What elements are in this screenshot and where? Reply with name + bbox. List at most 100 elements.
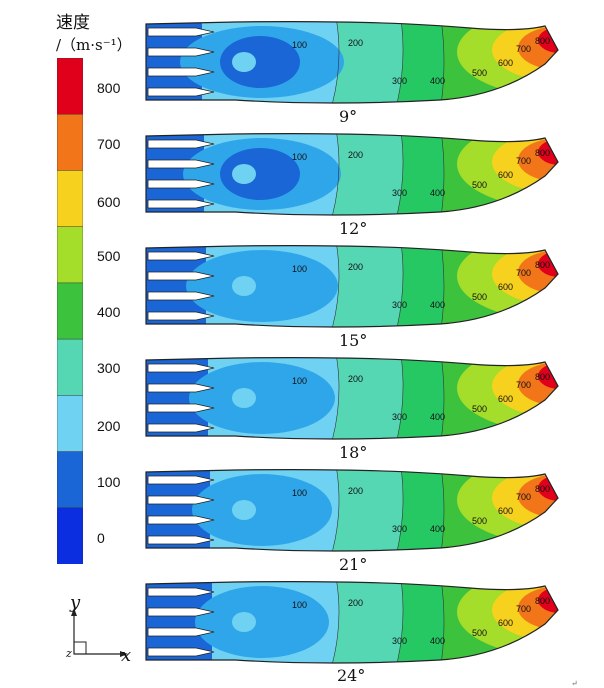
injector-strut [147, 199, 215, 209]
angle-label-15: 15° [339, 331, 368, 350]
injector-strut [147, 87, 215, 97]
contour-label: 400 [430, 188, 445, 198]
contour-label: 700 [516, 604, 531, 614]
injector-strut [147, 291, 215, 301]
nozzle-outline [145, 133, 559, 216]
contour-label: 300 [392, 524, 407, 534]
contour-label: 800 [535, 260, 550, 270]
contour-label: 600 [498, 282, 513, 292]
core-island [232, 276, 256, 296]
contour-label: 500 [472, 628, 487, 638]
contour-label: 500 [472, 516, 487, 526]
contour-label: 200 [348, 486, 363, 496]
contour-label: 400 [430, 636, 445, 646]
contour-label: 100 [292, 488, 307, 498]
contour-label: 200 [348, 150, 363, 160]
injector-strut [147, 363, 215, 373]
recirculation-core [220, 36, 300, 88]
nozzle-outline [145, 581, 559, 664]
contour-label: 100 [292, 264, 307, 274]
contour-label: 200 [348, 38, 363, 48]
contour-label: 500 [472, 180, 487, 190]
axis-label-y: y [70, 592, 81, 613]
injector-strut [147, 27, 215, 37]
injector-strut [147, 271, 215, 281]
contour-label: 700 [516, 44, 531, 54]
legend-tick-500: 500 [97, 248, 121, 264]
contour-label: 300 [392, 300, 407, 310]
nozzle-panel [146, 357, 558, 439]
injector-strut [147, 47, 215, 57]
contour-label: 600 [498, 58, 513, 68]
contour-label: 800 [535, 484, 550, 494]
injector-strut [147, 535, 215, 545]
core-island [232, 52, 256, 72]
contour-label: 100 [292, 600, 307, 610]
contour-line [329, 245, 340, 327]
nozzle-panel [146, 245, 558, 327]
recirculation-zone [192, 474, 332, 546]
contour-label: 800 [535, 596, 550, 606]
contour-label: 600 [498, 618, 513, 628]
nozzle-panel [146, 581, 558, 663]
injector-strut [147, 139, 215, 149]
injector-strut [147, 311, 215, 321]
contour-label: 300 [392, 636, 407, 646]
color-legend-bar [57, 58, 83, 564]
band-700 [492, 133, 558, 194]
contour-label: 600 [498, 170, 513, 180]
contour-label: 300 [392, 412, 407, 422]
legend-tick-300: 300 [97, 360, 121, 376]
band-700 [492, 21, 558, 82]
recirculation-zone [195, 586, 329, 658]
contour-label: 100 [292, 152, 307, 162]
contour-label: 800 [535, 372, 550, 382]
contour-label: 500 [472, 404, 487, 414]
injector-strut [147, 179, 215, 189]
contour-line [329, 581, 340, 663]
contour-label: 600 [498, 506, 513, 516]
contour-label: 600 [498, 394, 513, 404]
angle-label-12: 12° [339, 219, 368, 238]
contour-line [329, 469, 340, 551]
injector-strut [147, 587, 215, 597]
contour-label: 800 [535, 36, 550, 46]
contour-label: 500 [472, 292, 487, 302]
legend-tick-100: 100 [97, 474, 121, 490]
axis-label-x: x [121, 645, 132, 666]
axis-label-z: z [66, 647, 72, 660]
contour-label: 700 [516, 492, 531, 502]
corner-mark: ↵ [571, 679, 578, 688]
band-700 [492, 357, 558, 418]
recirculation-zone [186, 250, 338, 322]
nozzle-outline [145, 245, 559, 328]
injector-strut [147, 251, 215, 261]
nozzle-outline [145, 469, 559, 552]
contour-label: 400 [430, 300, 445, 310]
core-island [232, 500, 256, 520]
core-island [232, 612, 256, 632]
legend-band [57, 58, 83, 115]
legend-title: 速度 [56, 13, 90, 33]
contour-label: 800 [535, 148, 550, 158]
nozzle-panel [146, 21, 558, 104]
contour-label: 200 [348, 374, 363, 384]
legend-band [57, 451, 83, 509]
angle-label-21: 21° [339, 555, 368, 574]
legend-band [57, 282, 83, 340]
contour-label: 700 [516, 380, 531, 390]
injector-strut [147, 159, 215, 169]
injector-strut [147, 67, 215, 77]
contour-label: 300 [392, 188, 407, 198]
legend-tick-0: 0 [97, 530, 105, 546]
nozzle-panel [146, 133, 558, 215]
injector-strut [147, 475, 215, 485]
angle-label-18: 18° [339, 443, 368, 462]
contour-label: 100 [292, 376, 307, 386]
contour-line [329, 357, 340, 439]
contour-line [329, 133, 340, 215]
nozzle-outline [145, 357, 559, 440]
band-700 [492, 245, 558, 306]
angle-label-9: 9° [339, 107, 358, 126]
legend-tick-700: 700 [97, 136, 121, 152]
